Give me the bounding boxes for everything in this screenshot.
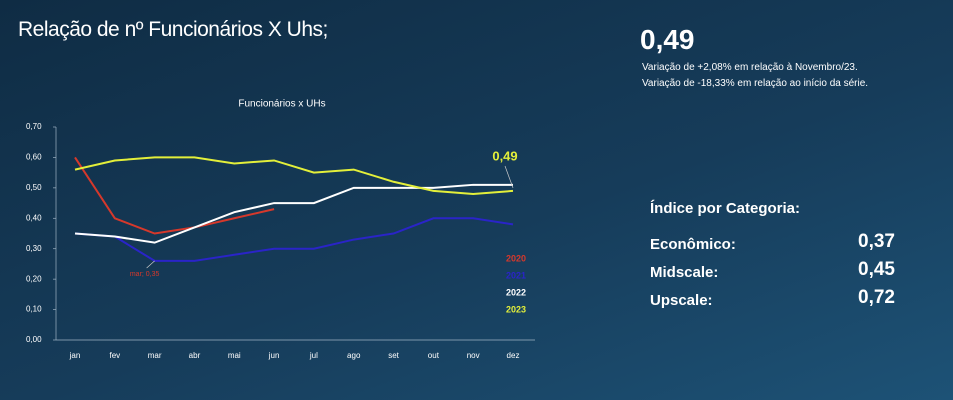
category-value: 0,45 bbox=[858, 259, 895, 280]
annotation-pointer bbox=[504, 165, 514, 189]
x-tick-label: jul bbox=[309, 351, 318, 360]
category-value: 0,37 bbox=[858, 231, 895, 252]
category-label: Econômico: bbox=[650, 236, 736, 253]
legend-label: 2022 bbox=[506, 287, 526, 297]
x-tick-label: nov bbox=[467, 351, 480, 360]
x-tick-label: dez bbox=[507, 351, 520, 360]
category-label: Upscale: bbox=[650, 292, 713, 309]
category-label: Midscale: bbox=[650, 264, 719, 281]
kpi-value: 0,49 bbox=[640, 24, 695, 55]
annotation: 0,49 bbox=[492, 148, 517, 163]
note: Variação de -18,33% em relação ao início… bbox=[642, 78, 869, 89]
x-tick-label: jan bbox=[69, 351, 81, 360]
series-line bbox=[74, 183, 513, 244]
y-tick-label: 0,10 bbox=[26, 305, 42, 314]
x-tick-label: fev bbox=[109, 351, 120, 360]
annotation-pointer bbox=[146, 260, 155, 269]
x-tick-label: abr bbox=[189, 351, 201, 360]
x-tick-label: jun bbox=[268, 351, 280, 360]
category-heading: Índice por Categoria: bbox=[650, 200, 801, 217]
annotation: mar; 0,35 bbox=[130, 271, 160, 278]
x-tick-label: ago bbox=[347, 351, 361, 360]
y-tick-label: 0,70 bbox=[26, 122, 42, 131]
note: Variação de +2,08% em relação à Novembro… bbox=[642, 62, 858, 73]
x-tick-label: mai bbox=[228, 351, 241, 360]
legend-label: 2020 bbox=[506, 253, 526, 263]
x-tick-label: set bbox=[388, 351, 399, 360]
series-line bbox=[74, 156, 514, 195]
y-tick-label: 0,60 bbox=[26, 153, 42, 162]
x-tick-label: mar bbox=[148, 351, 162, 360]
y-tick-label: 0,00 bbox=[26, 335, 42, 344]
chart-title: Funcionários x UHs bbox=[238, 99, 325, 110]
y-tick-label: 0,40 bbox=[26, 213, 42, 222]
series-line bbox=[74, 156, 275, 235]
page-title: Relação de nº Funcionários X Uhs; bbox=[18, 18, 328, 41]
legend-label: 2021 bbox=[506, 270, 526, 280]
y-tick-label: 0,30 bbox=[26, 244, 42, 253]
category-value: 0,72 bbox=[858, 287, 895, 308]
chart: Funcionários x UHs 0,00 0,10 0,20 0,30 0,40 0… bbox=[26, 99, 535, 360]
legend-label: 2023 bbox=[506, 304, 526, 314]
y-tick-label: 0,50 bbox=[26, 183, 42, 192]
y-tick-label: 0,20 bbox=[26, 274, 42, 283]
series-line bbox=[74, 217, 514, 262]
x-tick-label: out bbox=[428, 351, 440, 360]
